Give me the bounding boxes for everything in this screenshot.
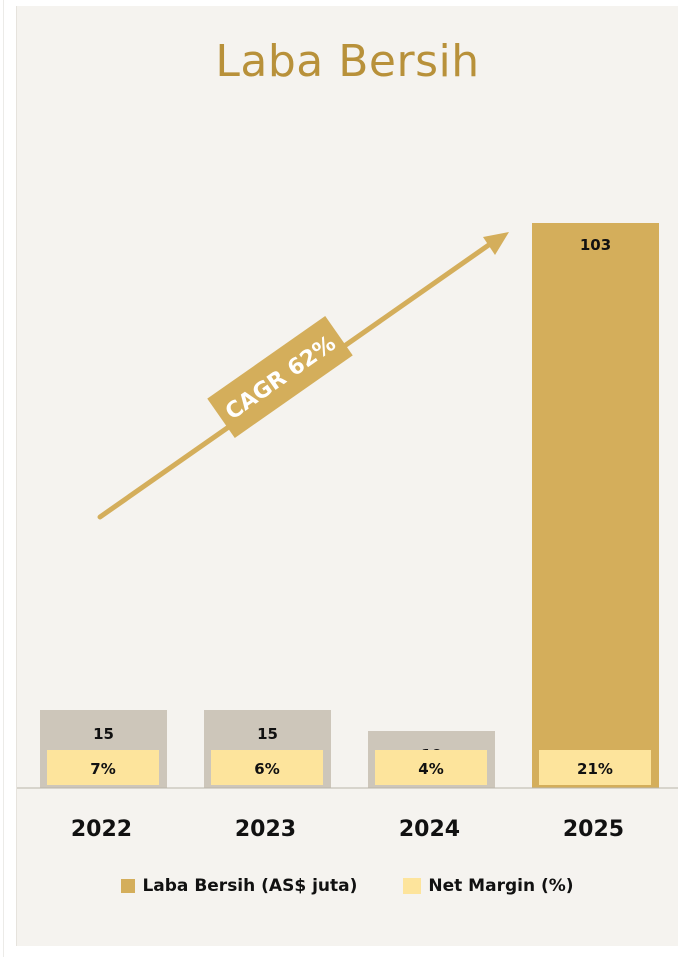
cagr-annotation: CAGR 62% bbox=[207, 316, 353, 438]
legend-swatch-laba bbox=[121, 879, 136, 893]
margin-label-2024: 4% bbox=[418, 760, 443, 778]
margin-label-2023: 6% bbox=[254, 760, 279, 778]
bar-value-label-2025: 103 bbox=[580, 236, 611, 254]
legend-label-laba: Laba Bersih (AS$ juta) bbox=[142, 876, 358, 896]
legend-item-margin: Net Margin (%) bbox=[403, 876, 574, 896]
chart-card: Laba Bersih 157%2022156%2023104%20241032… bbox=[16, 6, 678, 946]
chart-legend: Laba Bersih (AS$ juta) Net Margin (%) bbox=[17, 876, 678, 896]
bar-2025 bbox=[532, 223, 659, 788]
cagr-annotation-box bbox=[207, 316, 353, 438]
margin-box-2025 bbox=[539, 750, 651, 785]
x-tick-label-2023: 2023 bbox=[235, 817, 296, 842]
margin-box-2023 bbox=[211, 750, 323, 785]
legend-item-laba: Laba Bersih (AS$ juta) bbox=[121, 876, 357, 896]
chart-title: Laba Bersih bbox=[215, 36, 480, 87]
margin-label-2022: 7% bbox=[90, 760, 115, 778]
x-tick-label-2022: 2022 bbox=[71, 817, 132, 842]
legend-swatch-margin bbox=[403, 878, 422, 894]
margin-box-2024 bbox=[375, 750, 487, 785]
cagr-arrow-head bbox=[483, 232, 509, 255]
margin-box-2022 bbox=[47, 750, 159, 785]
margin-label-2025: 21% bbox=[577, 760, 613, 778]
bar-value-label-2022: 15 bbox=[93, 725, 114, 743]
legend-label-margin: Net Margin (%) bbox=[428, 876, 574, 896]
x-tick-label-2024: 2024 bbox=[399, 817, 460, 842]
page-left-rule bbox=[3, 0, 4, 957]
bar-value-label-2023: 15 bbox=[257, 725, 278, 743]
x-tick-label-2025: 2025 bbox=[563, 817, 624, 842]
